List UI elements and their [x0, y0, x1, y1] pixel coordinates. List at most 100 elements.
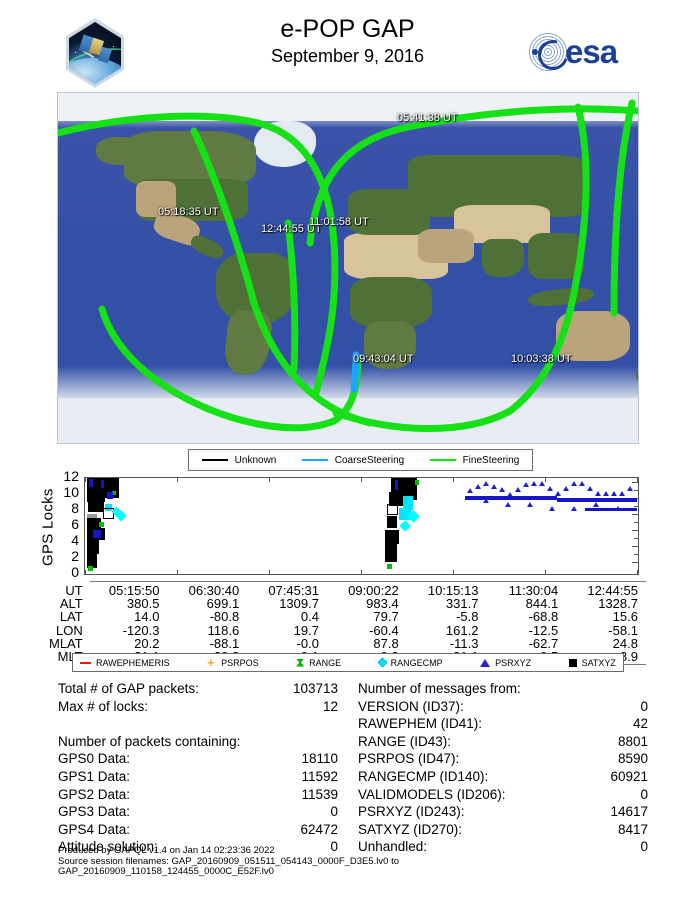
data-point	[619, 491, 625, 496]
report-header: CASSIOPE e-POP GAP September 9, 2016 esa	[0, 0, 695, 90]
x-tick-major	[85, 478, 86, 482]
legend-label-rangecmp: RANGECMP	[390, 657, 443, 668]
table-row: MLAT 20.2 -88.1 -0.0 87.8 -11.3 -62.7 24…	[46, 637, 646, 650]
stat-value: 14617	[610, 804, 648, 820]
y-tick: 6	[71, 516, 79, 532]
stat-total-packets: Total # of GAP packets: 103713	[58, 680, 338, 698]
table-cell: -80.8	[209, 609, 240, 625]
stat-row: GPS4 Data: 62472	[58, 821, 338, 839]
legend-swatch-unknown	[201, 459, 228, 461]
stat-label: Attitude solution:	[58, 839, 158, 855]
stat-value: 0	[330, 804, 338, 820]
x-tick-major	[269, 478, 270, 482]
messages-heading: Number of messages from:	[358, 681, 521, 696]
stat-row: GPS1 Data: 11592	[58, 768, 338, 786]
stat-label: SATXYZ (ID270):	[358, 821, 463, 837]
y-tick-minor	[632, 562, 638, 563]
stat-value: 103713	[292, 681, 338, 696]
legend-label-range: RANGE	[309, 657, 342, 668]
table-cell: 09:00:22	[348, 583, 399, 598]
landmass-middle-east	[418, 229, 474, 263]
table-cell: -68.8	[528, 609, 559, 625]
ground-track-map: 05:41:38 UT 05:18:35 UT 12:44:55 UT 11:0…	[57, 92, 639, 444]
data-point	[595, 491, 601, 496]
y-tick: 10	[63, 484, 79, 500]
ephemeris-table: UT 05:15:50 06:30:40 07:45:31 09:00:22 1…	[46, 584, 646, 663]
data-point	[483, 498, 489, 503]
data-point	[87, 518, 101, 528]
dash-marker-icon	[80, 661, 91, 664]
square-marker-icon	[568, 658, 577, 667]
gps-locks-plot	[84, 477, 639, 575]
row-header: LON	[55, 622, 83, 638]
stat-row: VALIDMODELS (ID206): 0	[358, 786, 648, 804]
x-tick-major	[637, 570, 638, 574]
stat-label: RANGECMP (ID140):	[358, 768, 489, 784]
legend-label-rawephemeris: RAWEPHEMERIS	[96, 657, 170, 668]
stat-value: 0	[640, 839, 648, 855]
stat-value: 11592	[301, 768, 338, 784]
y-tick-minor	[634, 522, 638, 523]
data-point	[101, 480, 104, 489]
row-header: UT	[65, 583, 83, 598]
legend-item-satxyz: SATXYZ	[568, 658, 616, 668]
stat-label: VALIDMODELS (ID206):	[358, 786, 506, 802]
y-tick-minor	[634, 490, 638, 491]
data-point	[403, 478, 417, 500]
table-row: ALT 380.5 699.1 1309.7 983.4 331.7 844.1…	[46, 597, 646, 610]
stat-value: 8801	[617, 733, 648, 749]
table-cell: 1328.7	[598, 596, 638, 612]
bowtie-marker-icon	[296, 658, 305, 667]
table-cell: -120.3	[122, 622, 160, 638]
data-point	[88, 500, 104, 512]
x-tick-major	[453, 570, 454, 574]
data-point	[475, 484, 481, 489]
data-point	[587, 486, 593, 491]
table-cell: 10:15:13	[427, 583, 479, 598]
data-point	[395, 480, 398, 490]
stat-label: GPS3 Data:	[58, 804, 131, 820]
x-tick-major	[361, 478, 362, 482]
track-time-label: 05:41:38 UT	[397, 112, 458, 124]
table-cell: -11.3	[449, 635, 479, 651]
landmass-canada	[124, 131, 256, 187]
stat-label: RANGE (ID43):	[358, 733, 452, 749]
table-row: LON -120.3 118.6 19.7 -60.4 161.2 -12.5 …	[46, 622, 646, 638]
track-time-label: 09:43:04 UT	[353, 353, 414, 365]
table-cell: 11:30:04	[508, 583, 559, 598]
table-cell: -58.1	[608, 622, 638, 638]
legend-item-coarsesteering: CoarseSteering	[301, 455, 404, 466]
table-top-rule	[90, 581, 646, 582]
table-cell: -5.8	[456, 609, 479, 625]
table-cell: 0.4	[300, 609, 319, 625]
data-point	[99, 522, 104, 527]
stat-label: VERSION (ID37):	[358, 698, 464, 714]
stat-row: RANGECMP (ID140): 60921	[358, 768, 648, 786]
track-time-label: 10:03:38 UT	[511, 353, 572, 365]
stat-value: 0	[330, 839, 338, 855]
legend-item-rawephemeris: RAWEPHEMERIS	[80, 658, 170, 668]
y-tick-minor	[634, 554, 638, 555]
x-tick-major	[453, 478, 454, 482]
x-tick-major	[269, 570, 270, 574]
footer-source-line-2: GAP_20160909_110158_124455_0000C_E52F.lv…	[58, 866, 274, 878]
track-time-label: 11:01:58 UT	[309, 216, 369, 228]
data-point	[385, 530, 399, 544]
table-cell: 20.2	[134, 635, 160, 651]
table-cell: 1309.7	[279, 596, 319, 612]
stat-label: Total # of GAP packets:	[58, 681, 199, 696]
table-cell: 79.7	[373, 609, 399, 625]
data-point	[491, 484, 497, 489]
data-point	[531, 481, 537, 486]
data-point	[523, 482, 529, 487]
data-point	[593, 502, 599, 507]
data-point	[563, 486, 569, 491]
table-cell: -12.5	[528, 622, 559, 638]
y-tick-minor	[632, 514, 638, 515]
stat-label: GPS2 Data:	[58, 786, 131, 802]
stat-row: PSRPOS (ID47): 8590	[358, 750, 648, 768]
data-point	[515, 487, 521, 492]
legend-label-finesteering: FineSteering	[462, 454, 520, 466]
footer-produced-by: Produced by GAPQL v1.4 on Jan 14 02:23:3…	[58, 845, 275, 856]
data-point	[555, 491, 561, 496]
